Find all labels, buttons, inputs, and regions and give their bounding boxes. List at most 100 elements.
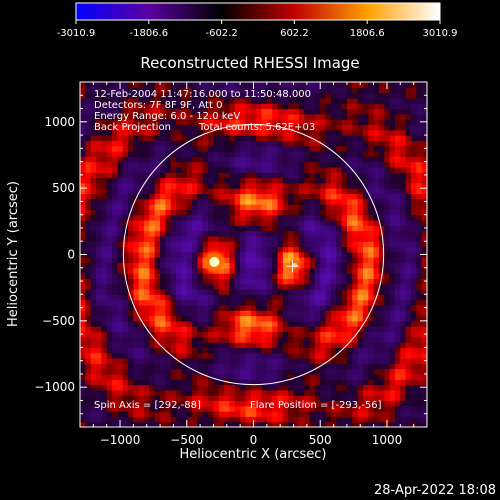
heatmap-cell — [160, 172, 167, 179]
heatmap-cell — [330, 384, 337, 391]
heatmap-cell — [218, 411, 225, 417]
heatmap-cell — [229, 235, 236, 242]
heatmap-cell — [149, 400, 156, 407]
heatmap-cell — [208, 188, 215, 195]
heatmap-cell — [85, 82, 92, 88]
heatmap-cell — [213, 214, 220, 221]
heatmap-cell — [96, 151, 102, 157]
heatmap-cell — [394, 352, 401, 359]
heatmap-cell — [218, 395, 225, 402]
heatmap-cell — [266, 373, 273, 380]
heatmap-cell — [245, 230, 252, 237]
heatmap-cell — [368, 400, 375, 407]
heatmap-cell — [208, 315, 215, 322]
heatmap-cell — [224, 198, 231, 205]
heatmap-cell — [245, 235, 252, 242]
heatmap-cell — [176, 108, 183, 115]
heatmap-cell — [112, 156, 118, 163]
heatmap-cell — [90, 193, 97, 200]
heatmap-cell — [362, 379, 369, 386]
heatmap-cell — [245, 389, 252, 396]
heatmap-cell — [122, 395, 129, 402]
heatmap-cell — [298, 267, 305, 274]
heatmap-cell — [298, 304, 305, 311]
heatmap-cell — [277, 140, 284, 147]
heatmap-cell — [181, 405, 188, 412]
heatmap-cell — [277, 395, 284, 402]
heatmap-cell — [400, 273, 407, 279]
heatmap-cell — [96, 140, 102, 147]
heatmap-cell — [293, 198, 300, 205]
heatmap-cell — [282, 209, 289, 216]
heatmap-cell — [394, 166, 401, 173]
heatmap-cell — [181, 289, 188, 295]
heatmap-cell — [346, 304, 353, 311]
heatmap-cell — [400, 416, 407, 423]
heatmap-cell — [304, 151, 311, 157]
heatmap-cell — [325, 235, 332, 242]
heatmap-cell — [96, 283, 102, 290]
heatmap-cell — [304, 347, 311, 354]
heatmap-cell — [218, 342, 225, 348]
heatmap-cell — [282, 87, 289, 94]
heatmap-cell — [165, 124, 172, 131]
heatmap-cell — [405, 235, 412, 242]
heatmap-cell — [293, 405, 300, 412]
heatmap-cell — [293, 400, 300, 407]
heatmap-cell — [90, 331, 97, 338]
heatmap-cell — [80, 379, 86, 386]
heatmap-cell — [298, 342, 305, 348]
heatmap-cell — [149, 108, 156, 115]
heatmap-cell — [314, 289, 321, 295]
heatmap-cell — [96, 129, 102, 136]
heatmap-cell — [234, 172, 241, 179]
heatmap-cell — [389, 182, 396, 189]
heatmap-cell — [346, 129, 353, 136]
heatmap-cell — [314, 273, 321, 279]
heatmap-cell — [384, 400, 391, 407]
heatmap-cell — [160, 299, 167, 306]
heatmap-cell — [293, 421, 300, 427]
heatmap-cell — [213, 129, 220, 136]
heatmap-cell — [165, 336, 172, 343]
heatmap-cell — [186, 193, 193, 200]
heatmap-cell — [144, 294, 150, 301]
heatmap-cell — [138, 235, 145, 242]
heatmap-cell — [277, 347, 284, 354]
heatmap-cell — [421, 257, 427, 264]
heatmap-cell — [160, 421, 167, 427]
heatmap-cell — [389, 411, 396, 417]
heatmap-cell — [400, 400, 407, 407]
heatmap-cell — [165, 129, 172, 136]
heatmap-cell — [282, 373, 289, 380]
heatmap-cell — [117, 331, 124, 338]
heatmap-cell — [202, 220, 209, 226]
heatmap-cell — [341, 347, 348, 354]
heatmap-cell — [341, 416, 348, 423]
heatmap-cell — [160, 389, 167, 396]
heatmap-cell — [325, 166, 332, 173]
heatmap-cell — [101, 129, 108, 136]
heatmap-cell — [298, 113, 305, 120]
heatmap-cell — [202, 283, 209, 290]
heatmap-cell — [218, 358, 225, 364]
heatmap-cell — [144, 283, 150, 290]
heatmap-cell — [389, 204, 396, 210]
heatmap-cell — [346, 257, 353, 264]
heatmap-cell — [293, 304, 300, 311]
heatmap-cell — [149, 156, 156, 163]
heatmap-cell — [357, 315, 364, 322]
heatmap-cell — [202, 92, 209, 99]
heatmap-cell — [272, 411, 279, 417]
heatmap-cell — [128, 331, 134, 338]
heatmap-cell — [149, 225, 156, 232]
heatmap-cell — [240, 140, 247, 147]
heatmap-cell — [138, 129, 145, 136]
heatmap-cell — [416, 310, 423, 317]
heatmap-cell — [336, 326, 343, 333]
heatmap-cell — [336, 278, 343, 285]
heatmap-cell — [378, 92, 385, 99]
heatmap-cell — [384, 368, 391, 375]
heatmap-cell — [240, 166, 247, 173]
heatmap-cell — [181, 214, 188, 221]
